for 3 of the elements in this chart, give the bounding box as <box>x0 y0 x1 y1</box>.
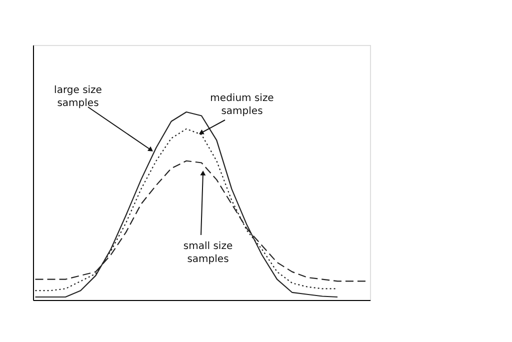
series-label: medium size samples <box>210 93 274 117</box>
text: large size samples <box>54 85 102 109</box>
series-label: small size samples <box>183 241 233 265</box>
